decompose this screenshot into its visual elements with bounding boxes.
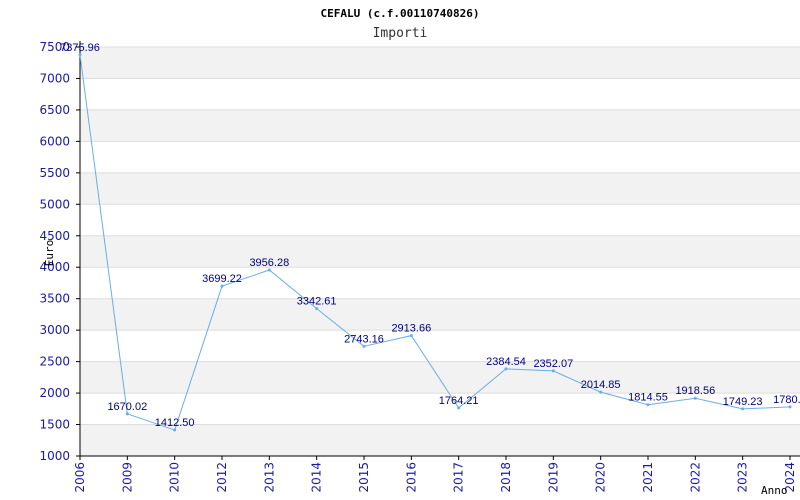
y-tick-label: 5000	[39, 197, 70, 211]
grid-band	[80, 298, 800, 331]
data-point	[741, 407, 745, 411]
x-tick-label: 2021	[641, 462, 655, 493]
data-label: 3956.28	[249, 257, 289, 269]
y-tick-label: 6000	[39, 134, 70, 148]
data-label: 3342.61	[297, 296, 337, 308]
data-label: 2743.16	[344, 333, 384, 345]
y-tick-label: 7000	[39, 71, 70, 85]
y-tick-label: 2000	[39, 386, 70, 400]
chart-subtitle: Importi	[373, 26, 428, 41]
data-point	[599, 390, 603, 394]
x-tick-label: 2016	[404, 462, 418, 493]
x-tick-label: 2022	[688, 462, 702, 493]
y-tick-label: 6500	[39, 103, 70, 117]
grid-band	[80, 235, 800, 268]
data-point	[78, 53, 82, 57]
data-point	[457, 406, 461, 410]
data-label: 1670.02	[107, 401, 147, 413]
y-tick-label: 2500	[39, 355, 70, 369]
data-label: 1814.55	[628, 392, 668, 404]
y-tick-label: 1000	[39, 449, 70, 463]
y-tick-label: 4000	[39, 260, 70, 274]
data-point	[220, 284, 224, 288]
data-point	[315, 307, 319, 311]
x-tick-labels: 2006 2009 2010 2012 2013 2014 2015 2016 2017 2018…	[73, 456, 797, 493]
data-label: 1412.50	[155, 417, 195, 429]
data-point	[125, 412, 129, 416]
grid-band	[80, 172, 800, 205]
grid-band	[80, 47, 800, 79]
y-tick-label: 3000	[39, 323, 70, 337]
y-tick-label: 7500	[39, 40, 70, 54]
data-point	[693, 396, 697, 400]
x-tick-label: 2010	[168, 462, 182, 493]
x-tick-label: 2024	[783, 462, 797, 493]
x-tick-label: 2017	[452, 462, 466, 493]
data-point	[646, 403, 650, 407]
x-tick-label: 2018	[499, 462, 513, 493]
data-labels: 7375.96 1670.02 1412.50 3699.22 3956.28 3342.…	[60, 42, 800, 429]
y-tick-label: 1500	[39, 418, 70, 432]
data-label: 1780.0	[773, 394, 800, 406]
series-line	[79, 54, 791, 431]
x-tick-label: 2009	[120, 462, 134, 493]
data-point	[551, 369, 555, 373]
x-tick-label: 2013	[262, 462, 276, 493]
x-tick-label: 2019	[546, 462, 560, 493]
data-label: 1918.56	[675, 385, 715, 397]
x-tick-label: 2014	[310, 462, 324, 493]
x-tick-label: 2006	[73, 462, 87, 493]
data-label: 3699.22	[202, 273, 242, 285]
data-point	[173, 428, 177, 432]
data-label: 2352.07	[533, 358, 573, 370]
x-tick-label: 2020	[594, 462, 608, 493]
y-tick-label: 5500	[39, 166, 70, 180]
data-label: 1749.23	[723, 396, 763, 408]
x-axis-label: Anno	[761, 484, 788, 497]
y-tick-label: 4500	[39, 229, 70, 243]
y-tick-labels: 1000 1500 2000 2500 3000 3500 4000 4500 5000 5500…	[39, 40, 80, 463]
data-label: 2384.54	[486, 356, 526, 368]
data-label: 2014.85	[581, 379, 621, 391]
chart-title: CEFALU (c.f.00110740826)	[321, 7, 480, 20]
data-point	[788, 405, 792, 409]
data-point	[504, 367, 508, 371]
grid-bands	[80, 47, 800, 456]
y-axis-label: Euro	[43, 240, 56, 267]
grid-band	[80, 109, 800, 142]
x-tick-label: 2023	[736, 462, 750, 493]
data-point	[409, 334, 413, 338]
data-label: 7375.96	[60, 42, 100, 54]
x-tick-label: 2015	[357, 462, 371, 493]
data-point	[267, 268, 271, 272]
x-tick-label: 2012	[215, 462, 229, 493]
grid-band	[80, 361, 800, 394]
data-label: 1764.21	[439, 395, 479, 407]
data-point	[362, 344, 366, 348]
y-tick-label: 3500	[39, 292, 70, 306]
data-points	[78, 53, 792, 432]
grid-band	[80, 424, 800, 456]
data-label: 2913.66	[391, 323, 431, 335]
